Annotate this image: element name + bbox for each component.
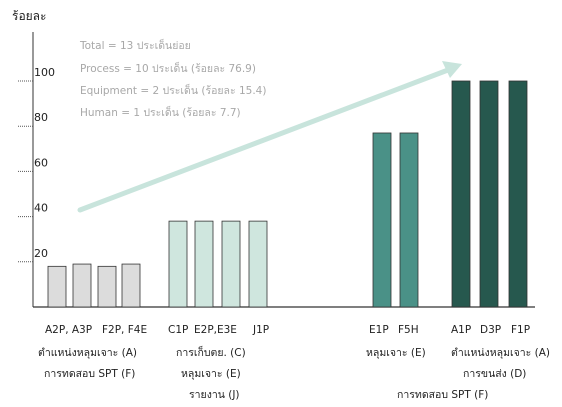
x-tick-label: A2P, A3P (45, 324, 92, 336)
group-caption: หลุมเจาะ (E) (181, 368, 241, 380)
annotation-text: Total = 13 ประเด็นย่อย (79, 38, 191, 52)
y-tick-label: 100 (34, 66, 55, 79)
footer-caption: การทดสอบ SPT (F) (397, 389, 488, 401)
bar-f1p (508, 80, 528, 308)
group-caption: หลุมเจาะ (E) (366, 347, 426, 359)
annotation-text: Equipment = 2 ประเด็น (ร้อยละ 15.4) (80, 83, 266, 97)
bar-j1p (248, 220, 268, 308)
x-tick-label: C1P (168, 324, 188, 336)
bar-e3e (221, 220, 241, 308)
group-caption: การขนส่ง (D) (463, 368, 526, 380)
bar-a2p (47, 265, 67, 308)
bar-f2p (97, 265, 117, 308)
y-tick-label: 60 (34, 156, 48, 169)
bar-d3p (479, 80, 499, 308)
y-axis-label: ร้อยละ (12, 9, 46, 23)
x-tick-label: J1P (252, 324, 269, 336)
y-tick-label: 80 (34, 111, 48, 124)
bar-a3p (72, 263, 92, 308)
trend-arrow-line (77, 67, 451, 213)
x-tick-label: A1P (451, 324, 471, 336)
x-tick-label: F1P (511, 324, 530, 336)
group-caption: รายงาน (J) (189, 389, 240, 401)
group-caption: ตำแหน่งหลุมเจาะ (A) (451, 347, 550, 359)
x-tick-label: F5H (398, 324, 419, 336)
bar-f5h (399, 132, 419, 308)
x-tick-label: E2P,E3E (194, 324, 237, 336)
annotation-text: Human = 1 ประเด็น (ร้อยละ 7.7) (80, 105, 241, 119)
group-caption: การทดสอบ SPT (F) (44, 368, 135, 380)
trend-arrow-head-icon (442, 61, 462, 78)
bar-e2p (194, 220, 214, 308)
bar-c1p (168, 220, 188, 308)
x-tick-label: E1P (369, 324, 389, 336)
x-tick-label: D3P (480, 324, 501, 336)
bar-e1p (372, 132, 392, 308)
group-caption: การเก็บตย. (C) (176, 345, 246, 359)
y-tick-label: 40 (34, 202, 48, 215)
x-tick-label: F2P, F4E (102, 324, 147, 336)
group-caption: ตำแหน่งหลุมเจาะ (A) (38, 347, 137, 359)
bar-a1p (451, 80, 471, 308)
annotation-text: Process = 10 ประเด็น (ร้อยละ 76.9) (80, 61, 256, 75)
y-tick-label: 20 (34, 247, 48, 260)
bar-f4e (121, 263, 141, 308)
